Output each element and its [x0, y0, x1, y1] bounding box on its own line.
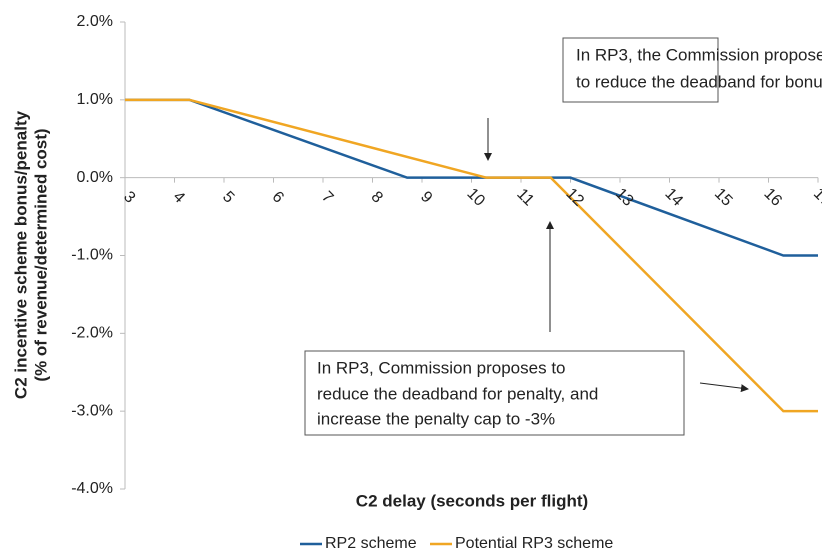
annotation-text: increase the penalty cap to -3%	[317, 409, 555, 428]
annotation-text: reduce the deadband for penalty, and	[317, 384, 598, 403]
x-tick-label: 5	[219, 188, 237, 206]
x-tick-label: 3	[120, 188, 138, 206]
series-line	[125, 98, 818, 413]
y-tick-label: -3.0%	[71, 402, 113, 419]
x-tick-label: 12	[562, 185, 587, 210]
x-axis-label: C2 delay (seconds per flight)	[356, 491, 588, 510]
x-tick-label: 10	[463, 185, 488, 210]
y-tick-label: -2.0%	[71, 325, 113, 342]
x-tick-label: 6	[269, 188, 287, 206]
y-axis-label: C2 incentive scheme bonus/penalty	[11, 110, 30, 399]
y-tick-label: 0.0%	[77, 169, 113, 186]
x-tick-label: 11	[513, 186, 537, 210]
x-tick-label: 7	[318, 188, 336, 206]
y-tick-label: -4.0%	[71, 480, 113, 497]
y-tick-label: -1.0%	[71, 247, 113, 264]
y-axis-label: (% of revenue/determined cost)	[31, 128, 50, 381]
legend-label: RP2 scheme	[325, 535, 417, 552]
y-tick-label: 1.0%	[77, 91, 113, 108]
x-tick-label: 14	[661, 185, 686, 210]
annotation-text: In RP3, Commission proposes to	[317, 358, 566, 377]
x-tick-label: 4	[170, 188, 188, 206]
x-tick-label: 9	[417, 188, 435, 206]
x-tick-label: 13	[612, 185, 637, 210]
y-tick-label: 2.0%	[77, 13, 113, 30]
x-tick-label: 17	[810, 185, 822, 210]
arrow	[699, 382, 749, 393]
x-tick-label: 15	[711, 185, 736, 210]
annotation-text: to reduce the deadband for bonus	[576, 72, 822, 91]
x-tick-label: 8	[368, 188, 386, 206]
annotation-box	[304, 350, 685, 436]
annotation-box	[562, 37, 719, 103]
annotation-text: In RP3, the Commission proposes	[576, 45, 822, 64]
legend-label: Potential RP3 scheme	[455, 535, 613, 552]
x-tick-label: 16	[760, 185, 785, 210]
